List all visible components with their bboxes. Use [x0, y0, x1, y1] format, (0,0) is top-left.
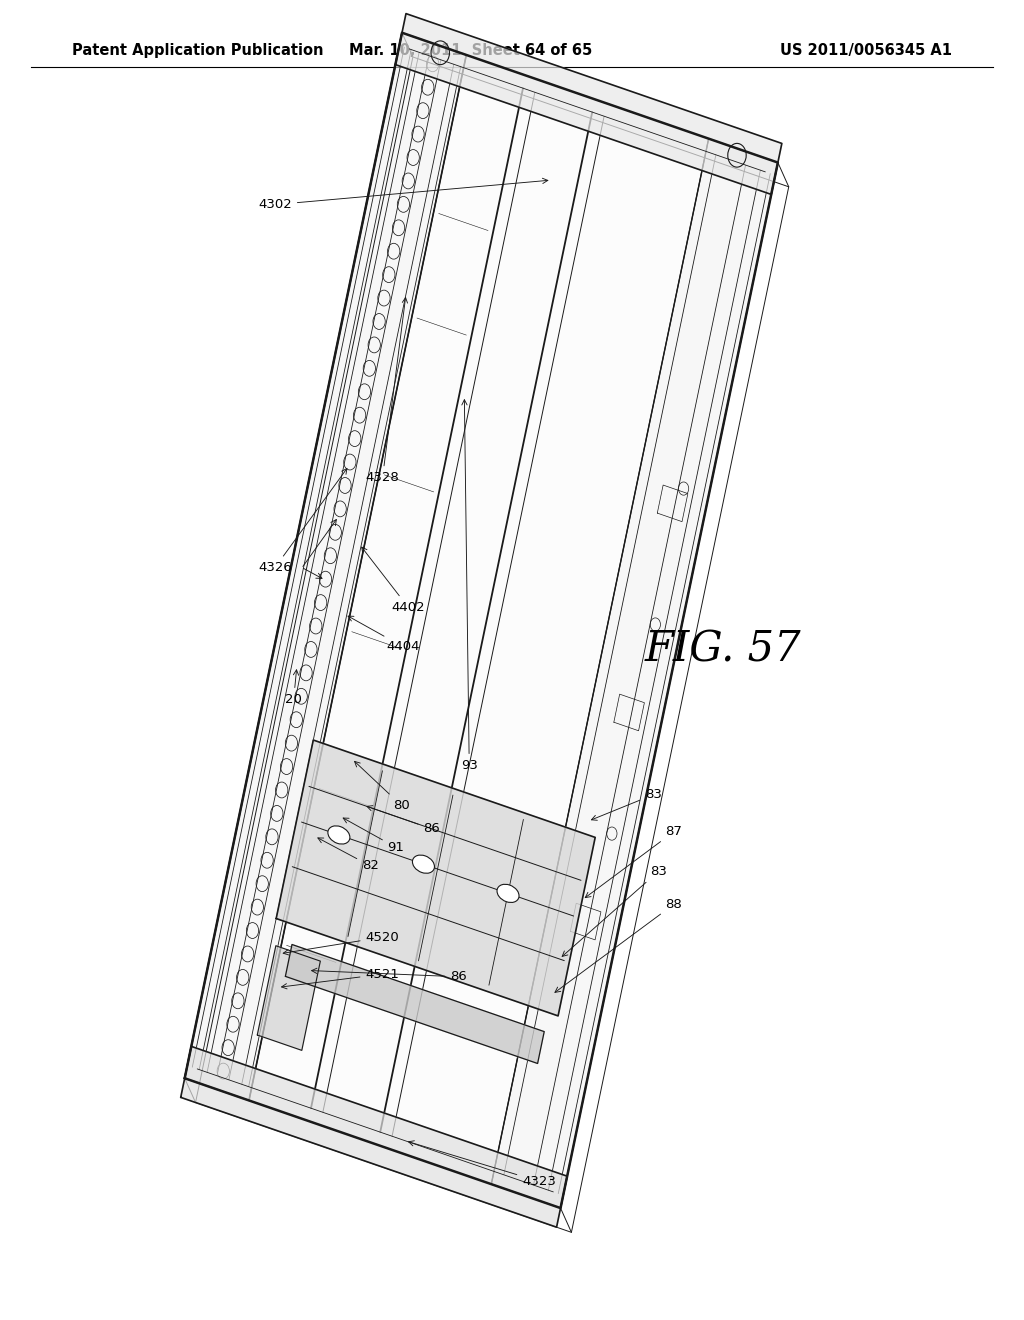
Polygon shape [249, 55, 709, 1184]
Text: 82: 82 [317, 838, 379, 873]
Text: 4402: 4402 [361, 546, 425, 614]
Ellipse shape [328, 826, 350, 843]
Text: 88: 88 [555, 898, 682, 993]
Text: 83: 83 [562, 865, 667, 957]
Text: 4328: 4328 [366, 297, 408, 484]
Text: Mar. 10, 2011  Sheet 64 of 65: Mar. 10, 2011 Sheet 64 of 65 [349, 42, 593, 58]
Polygon shape [276, 741, 595, 1016]
Polygon shape [395, 13, 782, 194]
Polygon shape [492, 139, 778, 1208]
Text: Patent Application Publication: Patent Application Publication [72, 42, 324, 58]
Ellipse shape [413, 855, 434, 874]
Text: 4520: 4520 [284, 931, 399, 954]
Polygon shape [184, 33, 466, 1101]
Text: 93: 93 [461, 400, 477, 772]
Text: FIG. 57: FIG. 57 [645, 628, 802, 671]
Text: US 2011/0056345 A1: US 2011/0056345 A1 [780, 42, 952, 58]
Text: 87: 87 [586, 825, 682, 898]
Text: 91: 91 [343, 818, 404, 854]
Ellipse shape [497, 884, 519, 903]
Polygon shape [286, 945, 544, 1064]
Text: 4521: 4521 [282, 968, 399, 989]
Polygon shape [184, 33, 778, 1208]
Text: 4326: 4326 [258, 469, 347, 574]
Text: 4404: 4404 [348, 616, 420, 653]
Polygon shape [257, 945, 321, 1051]
Text: 83: 83 [592, 788, 662, 820]
Text: 86: 86 [311, 968, 467, 983]
Text: 86: 86 [367, 805, 440, 836]
Text: 20: 20 [286, 669, 302, 706]
Polygon shape [180, 1047, 567, 1228]
Text: 4302: 4302 [258, 178, 548, 211]
Text: 4323: 4323 [409, 1140, 556, 1188]
Text: 80: 80 [354, 762, 410, 812]
